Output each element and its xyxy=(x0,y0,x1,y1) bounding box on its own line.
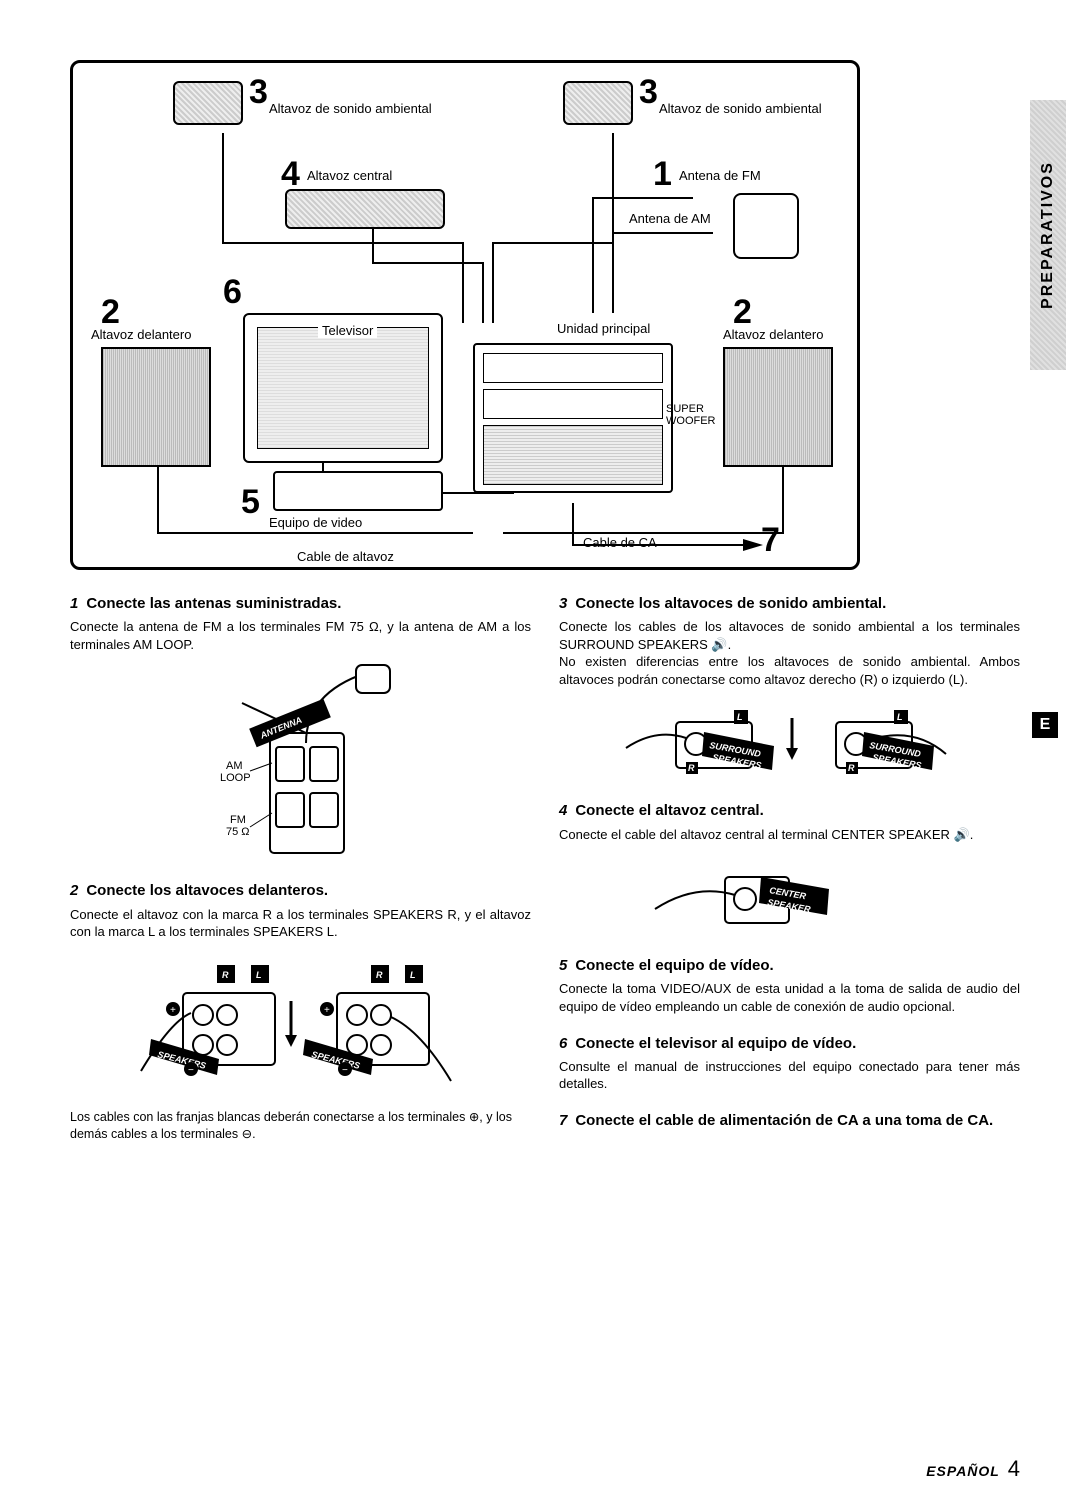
svg-text:75 Ω: 75 Ω xyxy=(226,826,250,838)
step-2-body: Conecte el altavoz con la marca R a los … xyxy=(70,906,531,941)
surround-speaker-left-icon xyxy=(173,81,243,125)
step-4-title: Conecte el altavoz central. xyxy=(575,801,763,821)
svg-text:L: L xyxy=(897,712,903,722)
label-front-l: Altavoz delantero xyxy=(91,327,191,342)
step-3-title: Conecte los altavoces de sonido ambienta… xyxy=(575,594,886,614)
step-5-body: Conecte la toma VIDEO/AUX de esta unidad… xyxy=(559,980,1020,1015)
step-6-title: Conecte el televisor al equipo de vídeo. xyxy=(575,1034,856,1054)
svg-text:+: + xyxy=(170,1005,176,1016)
center-speaker-icon xyxy=(285,189,445,229)
section-tab: PREPARATIVOS xyxy=(1030,100,1066,370)
language-marker: E xyxy=(1032,712,1058,738)
label-surround-r: Altavoz de sonido ambiental xyxy=(659,101,822,116)
svg-text:−: − xyxy=(342,1065,348,1076)
svg-text:R: R xyxy=(222,970,229,980)
front-speaker-left-icon xyxy=(101,347,211,467)
fm75-label: FM xyxy=(230,814,246,826)
step-4: 4 Conecte el altavoz central. Conecte el… xyxy=(559,801,1020,938)
step-number-3b: 3 xyxy=(639,73,658,112)
step-6-body: Consulte el manual de instrucciones del … xyxy=(559,1058,1020,1093)
svg-text:L: L xyxy=(410,970,416,980)
step-5-num: 5 xyxy=(559,956,567,976)
am-loop-icon xyxy=(733,193,799,259)
step-5-title: Conecte el equipo de vídeo. xyxy=(575,956,773,976)
section-tab-label: PREPARATIVOS xyxy=(1039,161,1057,309)
front-speakers-terminals-illustration: R L R L SPEAKERS SPEAKERS + − + − xyxy=(131,951,471,1101)
step-2: 2 Conecte los altavoces delanteros. Cone… xyxy=(70,881,531,1142)
svg-text:LOOP: LOOP xyxy=(220,772,251,784)
svg-text:L: L xyxy=(256,970,262,980)
step-1-num: 1 xyxy=(70,594,78,614)
svg-text:−: − xyxy=(188,1065,194,1076)
step-number-3a: 3 xyxy=(249,73,268,112)
label-ac-cable: Cable de CA xyxy=(583,535,657,550)
step-7: 7 Conecte el cable de alimentación de CA… xyxy=(559,1111,1020,1131)
label-front-r: Altavoz delantero xyxy=(723,327,823,342)
page-footer: ESPAÑOL 4 xyxy=(926,1456,1020,1482)
step-7-num: 7 xyxy=(559,1111,567,1131)
step-1-title: Conecte las antenas suministradas. xyxy=(86,594,341,614)
svg-text:R: R xyxy=(376,970,383,980)
step-3: 3 Conecte los altavoces de sonido ambien… xyxy=(559,594,1020,783)
step-3-num: 3 xyxy=(559,594,567,614)
step-number-5: 5 xyxy=(241,483,260,522)
svg-text:L: L xyxy=(737,712,743,722)
step-4-num: 4 xyxy=(559,801,567,821)
antenna-terminals-illustration: ANTENNA AM LOOP FM 75 Ω xyxy=(206,663,396,863)
step-1-body: Conecte la antena de FM a los terminales… xyxy=(70,618,531,653)
footer-language: ESPAÑOL xyxy=(926,1463,1000,1479)
step-6: 6 Conecte el televisor al equipo de víde… xyxy=(559,1034,1020,1093)
step-2-note: Los cables con las franjas blancas deber… xyxy=(70,1109,531,1143)
label-speaker-cable: Cable de altavoz xyxy=(297,549,394,564)
label-super-woofer: SUPER WOOFER xyxy=(666,403,716,427)
connection-diagram: 3 Altavoz de sonido ambiental 3 Altavoz … xyxy=(70,60,860,570)
label-tv: Televisor xyxy=(318,323,377,338)
step-1: 1 Conecte las antenas suministradas. Con… xyxy=(70,594,531,863)
svg-text:+: + xyxy=(324,1005,330,1016)
step-6-num: 6 xyxy=(559,1034,567,1054)
svg-text:R: R xyxy=(688,763,695,773)
left-column: 1 Conecte las antenas suministradas. Con… xyxy=(70,594,531,1160)
instructions-columns: 1 Conecte las antenas suministradas. Con… xyxy=(70,594,1020,1160)
front-speaker-right-icon xyxy=(723,347,833,467)
step-3-body2: No existen diferencias entre los altavoc… xyxy=(559,653,1020,688)
step-5: 5 Conecte el equipo de vídeo. Conecte la… xyxy=(559,956,1020,1015)
right-column: 3 Conecte los altavoces de sonido ambien… xyxy=(559,594,1020,1160)
main-unit-icon xyxy=(473,343,673,493)
step-2-title: Conecte los altavoces delanteros. xyxy=(86,881,328,901)
step-7-title: Conecte el cable de alimentación de CA a… xyxy=(575,1111,993,1131)
label-video: Equipo de video xyxy=(269,515,362,530)
step-3-body: Conecte los cables de los altavoces de s… xyxy=(559,618,1020,653)
step-number-7: 7 xyxy=(761,521,780,560)
step-number-6: 6 xyxy=(223,273,242,312)
center-terminal-illustration: CENTER SPEAKER xyxy=(649,853,849,938)
label-center: Altavoz central xyxy=(307,168,392,183)
step-2-num: 2 xyxy=(70,881,78,901)
am-loop-label: AM xyxy=(226,760,243,772)
video-equipment-icon xyxy=(273,471,443,511)
label-am: Antena de AM xyxy=(629,211,711,226)
step-4-body: Conecte el cable del altavoz central al … xyxy=(559,826,1020,844)
step-number-1: 1 xyxy=(653,155,672,194)
label-main-unit: Unidad principal xyxy=(553,321,654,336)
surround-speaker-right-icon xyxy=(563,81,633,125)
svg-text:R: R xyxy=(848,763,855,773)
footer-page-number: 4 xyxy=(1008,1456,1020,1481)
surround-terminals-illustration: L L SURROUND SPEAKERS SURROUND SPEAKERS … xyxy=(620,698,960,783)
label-surround-l: Altavoz de sonido ambiental xyxy=(269,101,432,116)
label-fm: Antena de FM xyxy=(679,168,761,183)
